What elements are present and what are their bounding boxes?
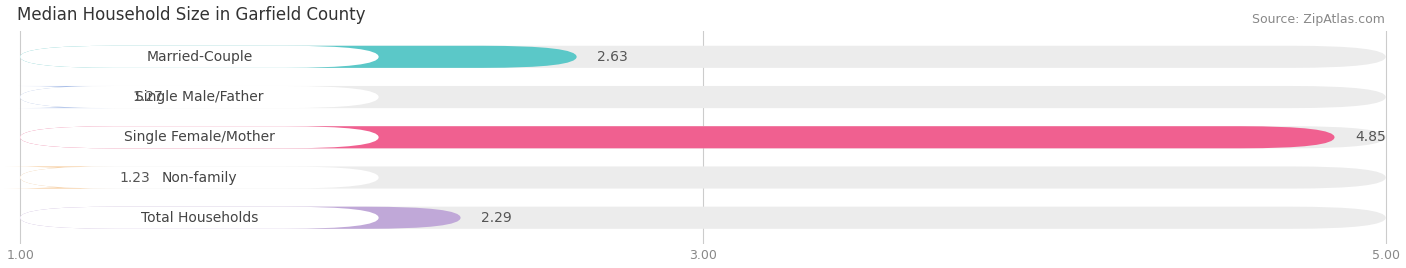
FancyBboxPatch shape [4,166,114,189]
Text: Single Female/Mother: Single Female/Mother [124,130,274,144]
Text: Non-family: Non-family [162,170,238,184]
FancyBboxPatch shape [20,126,378,148]
FancyBboxPatch shape [20,207,461,229]
Text: Source: ZipAtlas.com: Source: ZipAtlas.com [1251,13,1385,27]
Text: 2.29: 2.29 [481,211,512,225]
Text: 1.27: 1.27 [132,90,163,104]
Text: 1.23: 1.23 [120,170,150,184]
FancyBboxPatch shape [20,126,1386,148]
FancyBboxPatch shape [20,126,1334,148]
FancyBboxPatch shape [20,166,1386,189]
FancyBboxPatch shape [20,166,378,189]
FancyBboxPatch shape [20,46,576,68]
FancyBboxPatch shape [20,46,378,68]
FancyBboxPatch shape [20,207,378,229]
FancyBboxPatch shape [18,86,114,108]
FancyBboxPatch shape [20,86,1386,108]
FancyBboxPatch shape [20,86,378,108]
Text: Single Male/Father: Single Male/Father [135,90,264,104]
Text: Married-Couple: Married-Couple [146,50,253,64]
FancyBboxPatch shape [20,46,1386,68]
Text: Median Household Size in Garfield County: Median Household Size in Garfield County [17,6,366,24]
Text: 2.63: 2.63 [598,50,628,64]
Text: Total Households: Total Households [141,211,259,225]
Text: 4.85: 4.85 [1355,130,1386,144]
FancyBboxPatch shape [20,207,1386,229]
